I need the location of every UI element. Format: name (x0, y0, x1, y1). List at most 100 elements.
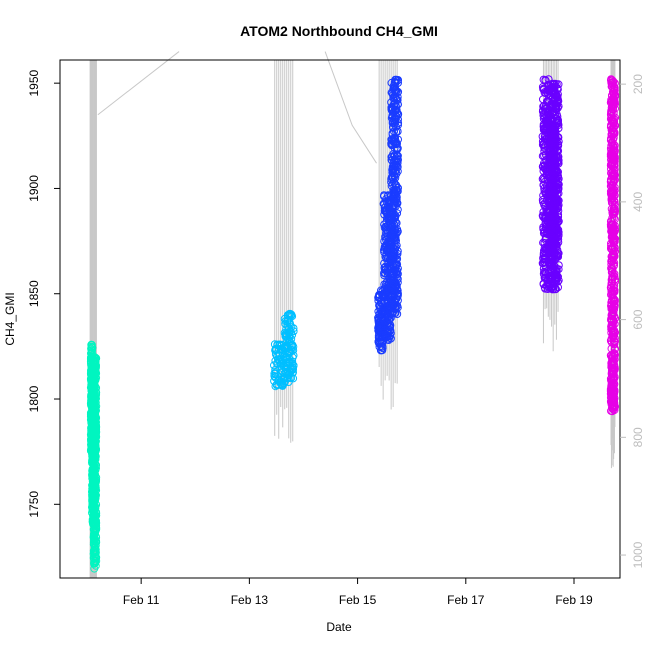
trajectory-connector (97, 51, 180, 116)
data-point (389, 292, 398, 301)
data-point (91, 433, 100, 442)
data-point (288, 353, 297, 362)
data-point (390, 309, 399, 318)
data-point (550, 86, 559, 95)
y-tick-label: 1750 (27, 491, 41, 518)
data-point (609, 205, 618, 214)
altitude-trajectory-lines (89, 51, 616, 578)
x-tick-label: Feb 11 (123, 593, 160, 607)
data-point (92, 361, 100, 370)
data-point (607, 169, 616, 178)
data-point (554, 181, 563, 190)
data-point (551, 140, 559, 149)
data-point (284, 378, 293, 386)
data-point (609, 184, 618, 193)
data-point (91, 409, 100, 418)
data-point (89, 512, 98, 521)
data-point (289, 361, 298, 370)
data-point (282, 365, 290, 374)
data-point (389, 287, 398, 296)
data-point (389, 195, 397, 204)
data-point (554, 185, 563, 194)
data-point (388, 297, 396, 306)
data-point (539, 102, 548, 111)
data-point (387, 197, 396, 206)
data-point (549, 173, 558, 181)
data-point (91, 357, 100, 366)
series-points (606, 75, 620, 416)
data-point (610, 353, 619, 362)
data-point (285, 337, 294, 346)
data-point (90, 472, 99, 481)
data-point (552, 275, 561, 284)
right-tick-label: 600 (631, 309, 645, 329)
data-point (608, 289, 617, 298)
data-point (389, 252, 398, 261)
y-tick-label: 1850 (27, 280, 41, 307)
data-point (551, 270, 560, 279)
data-point (388, 129, 397, 138)
data-point (610, 146, 619, 155)
data-point (393, 266, 402, 275)
data-point (391, 180, 400, 189)
data-point (550, 271, 559, 280)
data-point (389, 94, 398, 103)
data-point (387, 155, 396, 164)
data-point (609, 94, 618, 103)
data-point (89, 461, 98, 470)
data-point (389, 85, 398, 94)
data-point (90, 405, 99, 413)
data-point (387, 214, 396, 223)
data-point (90, 501, 99, 509)
data-point (379, 308, 388, 317)
x-tick-label: Feb 17 (447, 593, 485, 607)
data-point (91, 485, 100, 493)
data-point (609, 229, 618, 238)
data-point (610, 297, 619, 306)
data-point (607, 103, 616, 112)
x-tick-label: Feb 19 (555, 593, 593, 607)
series-points (538, 75, 563, 294)
chart-title: ATOM2 Northbound CH4_GMI (240, 23, 438, 39)
data-point (92, 473, 101, 482)
data-point (90, 400, 99, 409)
data-point (610, 345, 619, 354)
data-point (391, 233, 400, 242)
data-point (392, 218, 401, 227)
right-tick-label: 200 (631, 74, 645, 94)
data-point (285, 309, 294, 318)
data-point (554, 217, 563, 226)
right-tick-label: 1000 (631, 541, 645, 568)
data-point (90, 548, 99, 557)
data-point (611, 104, 619, 113)
data-point (609, 256, 618, 265)
data-point (392, 182, 401, 191)
data-point (90, 378, 99, 387)
data-point (607, 264, 616, 273)
data-point (287, 341, 296, 350)
data-point (607, 121, 616, 130)
data-point (607, 224, 616, 233)
data-point (280, 369, 289, 378)
data-point (554, 261, 563, 270)
data-point (551, 90, 560, 99)
data-point (89, 353, 98, 362)
data-point (552, 110, 561, 119)
data-point (288, 357, 297, 366)
data-point (388, 253, 397, 262)
data-point (91, 557, 100, 566)
data-point (390, 134, 399, 142)
data-point (607, 193, 616, 202)
data-point (391, 214, 399, 223)
data-point (91, 499, 100, 508)
data-point (608, 96, 617, 104)
x-axis: Feb 11 Feb 13 Feb 15 Feb 17 Feb 19 (123, 578, 593, 607)
data-point (610, 79, 619, 88)
data-point (389, 275, 398, 284)
data-point (90, 484, 99, 493)
data-point (388, 243, 397, 252)
data-point (554, 204, 562, 212)
data-point (388, 168, 397, 177)
data-point (610, 301, 619, 310)
